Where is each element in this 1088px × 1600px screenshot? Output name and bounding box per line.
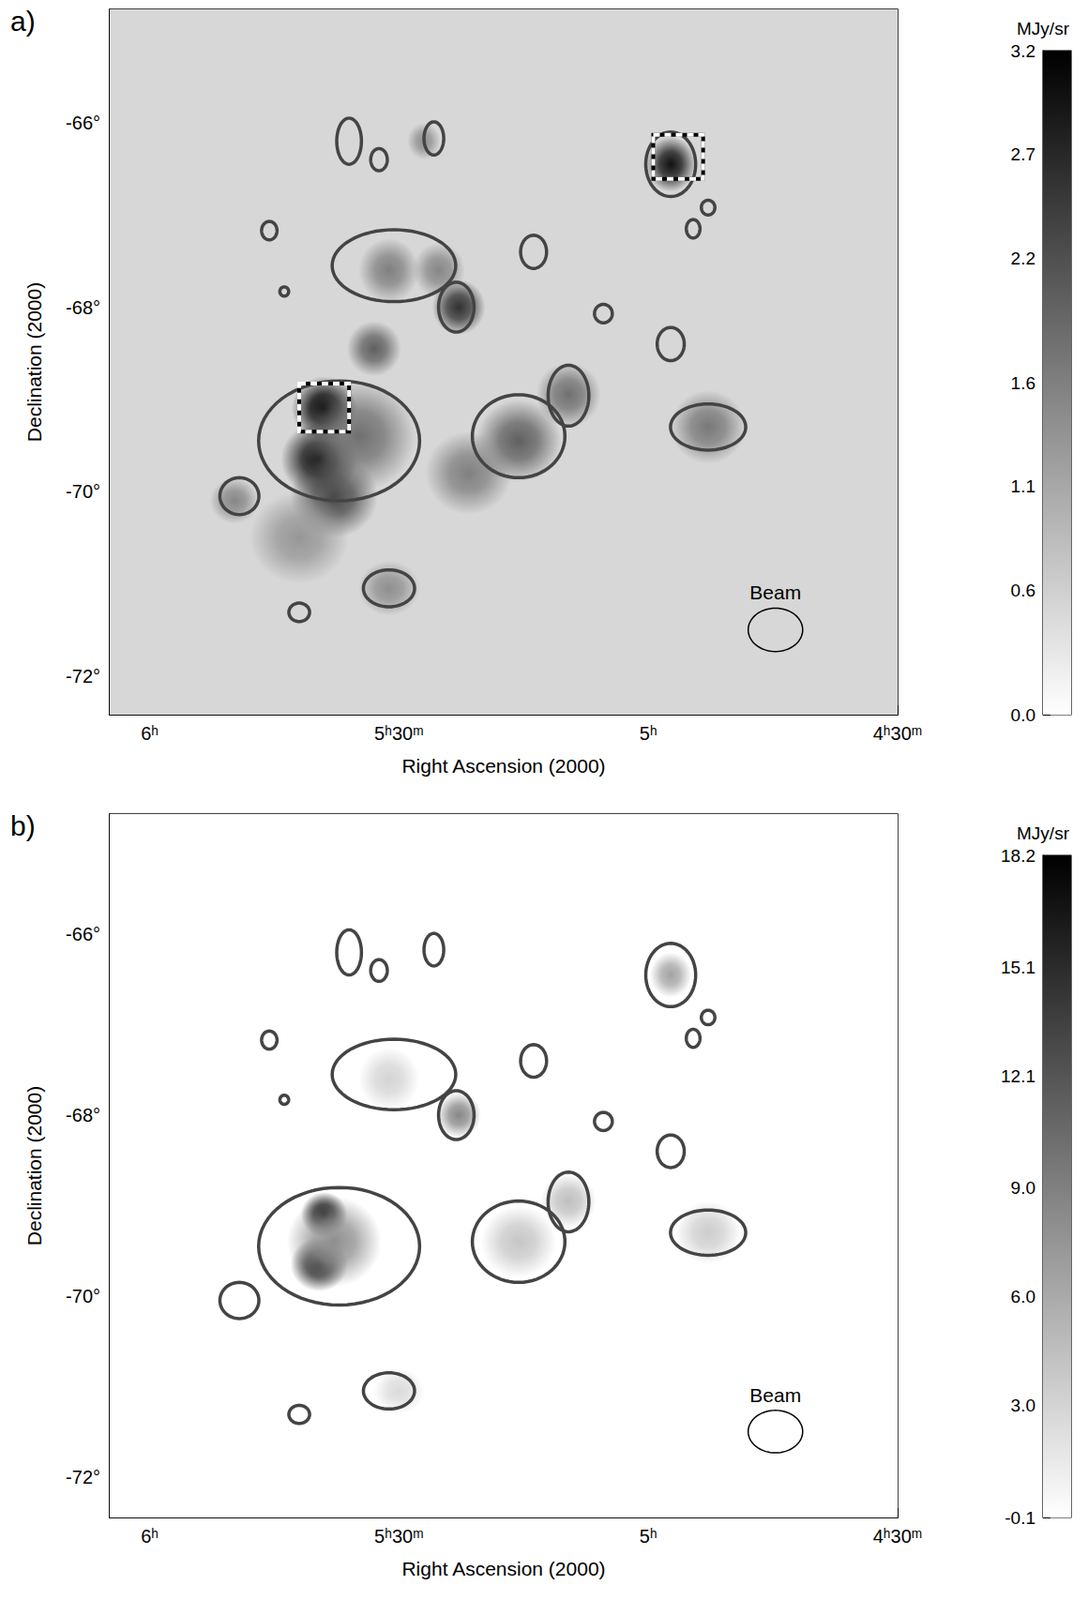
svg-text:Declination (2000): Declination (2000) <box>23 282 46 442</box>
svg-text:-66°: -66° <box>65 112 101 134</box>
svg-text:MJy/sr: MJy/sr <box>1016 823 1071 844</box>
svg-text:2.2: 2.2 <box>1011 248 1036 269</box>
svg-text:Declination (2000): Declination (2000) <box>23 1086 46 1246</box>
svg-text:-0.1: -0.1 <box>1004 1508 1036 1528</box>
svg-text:-66°: -66° <box>65 923 101 945</box>
svg-text:6ʰ: 6ʰ <box>140 1526 159 1547</box>
svg-text:4ʰ30ᵐ: 4ʰ30ᵐ <box>873 723 923 744</box>
svg-text:12.1: 12.1 <box>1000 1066 1036 1087</box>
svg-text:Right Ascension (2000): Right Ascension (2000) <box>401 755 605 777</box>
svg-text:0.6: 0.6 <box>1011 580 1036 601</box>
svg-text:4ʰ30ᵐ: 4ʰ30ᵐ <box>873 1526 923 1547</box>
svg-text:-68°: -68° <box>65 297 101 318</box>
svg-text:-72°: -72° <box>65 665 101 687</box>
svg-text:5ʰ30ᵐ: 5ʰ30ᵐ <box>374 723 424 744</box>
svg-text:15.1: 15.1 <box>1000 957 1036 978</box>
svg-text:1.6: 1.6 <box>1011 373 1036 393</box>
svg-text:Right Ascension (2000): Right Ascension (2000) <box>401 1557 605 1580</box>
svg-text:2.7: 2.7 <box>1011 144 1036 165</box>
svg-text:5ʰ30ᵐ: 5ʰ30ᵐ <box>374 1526 424 1547</box>
svg-text:a): a) <box>10 5 36 37</box>
svg-text:3.2: 3.2 <box>1011 41 1036 61</box>
svg-text:5ʰ: 5ʰ <box>639 1526 658 1547</box>
svg-text:-72°: -72° <box>65 1466 101 1488</box>
svg-text:5ʰ: 5ʰ <box>639 723 658 744</box>
svg-text:9.0: 9.0 <box>1011 1178 1036 1198</box>
svg-text:6ʰ: 6ʰ <box>140 723 159 744</box>
svg-text:b): b) <box>10 810 36 842</box>
svg-text:0.0: 0.0 <box>1011 705 1036 726</box>
svg-text:-68°: -68° <box>65 1104 101 1126</box>
svg-text:Beam: Beam <box>749 581 801 604</box>
svg-text:Beam: Beam <box>749 1384 801 1406</box>
svg-text:1.1: 1.1 <box>1011 476 1036 497</box>
svg-text:MJy/sr: MJy/sr <box>1016 18 1071 39</box>
svg-text:6.0: 6.0 <box>1011 1286 1036 1307</box>
svg-text:3.0: 3.0 <box>1011 1395 1036 1416</box>
svg-text:-70°: -70° <box>65 1285 101 1307</box>
svg-text:-70°: -70° <box>65 481 101 502</box>
svg-text:18.2: 18.2 <box>1000 846 1036 866</box>
